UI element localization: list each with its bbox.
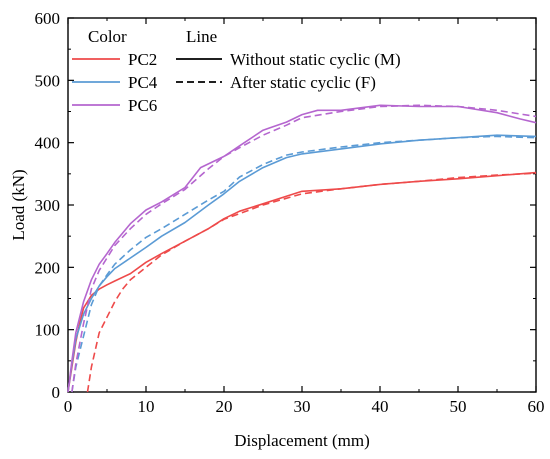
series-line-pc6-m — [67, 104, 537, 393]
x-tick-label: 0 — [64, 397, 73, 416]
y-tick-label: 500 — [35, 71, 61, 90]
legend: Color Line PC2 PC4 PC6 Without static cyclic … — [72, 27, 401, 115]
legend-label-pc4: PC4 — [128, 73, 158, 92]
x-tick-label: 40 — [372, 397, 389, 416]
series-line-pc4-f — [71, 135, 537, 393]
y-tick-label: 300 — [35, 196, 61, 215]
y-tick-label: 100 — [35, 321, 61, 340]
legend-label-pc2: PC2 — [128, 50, 157, 69]
legend-color-header: Color — [88, 27, 127, 46]
series-line-pc2-m — [67, 171, 537, 393]
series-lines — [67, 104, 537, 393]
x-axis-label: Displacement (mm) — [234, 431, 370, 450]
y-tick-label: 400 — [35, 134, 61, 153]
series-line-pc6-f — [71, 104, 537, 393]
y-tick-label: 200 — [35, 258, 61, 277]
x-tick-label: 20 — [216, 397, 233, 416]
x-tick-label: 30 — [294, 397, 311, 416]
series-line-pc2-f — [86, 172, 537, 393]
legend-line-header: Line — [186, 27, 217, 46]
legend-label-solid: Without static cyclic (M) — [230, 50, 401, 69]
legend-label-pc6: PC6 — [128, 96, 157, 115]
x-tick-label: 60 — [528, 397, 545, 416]
y-tick-label: 0 — [52, 383, 61, 402]
x-tick-label: 50 — [450, 397, 467, 416]
y-tick-label: 600 — [35, 9, 61, 28]
legend-label-dashed: After static cyclic (F) — [230, 73, 376, 92]
series-line-pc4-m — [67, 134, 537, 393]
x-tick-label: 10 — [138, 397, 155, 416]
y-axis-label: Load (kN) — [9, 169, 28, 240]
